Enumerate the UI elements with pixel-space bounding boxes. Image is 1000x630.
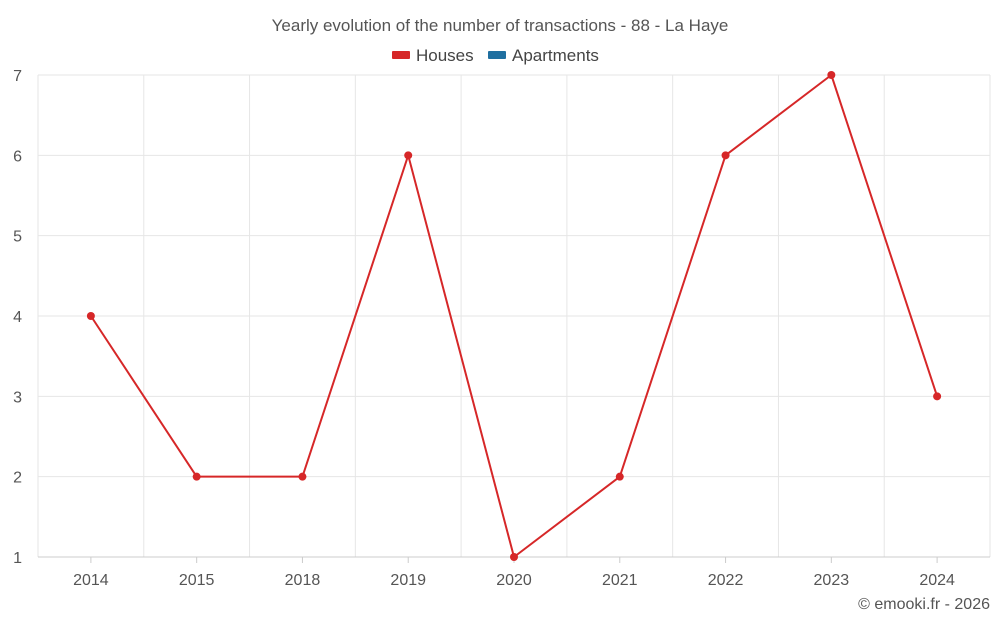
x-tick-label: 2014: [73, 572, 109, 589]
legend-item-apartments[interactable]: Apartments: [488, 46, 599, 65]
x-tick-label: 2019: [390, 572, 426, 589]
data-point-houses-2014[interactable]: [86, 312, 95, 320]
data-point-houses-2021[interactable]: [615, 472, 624, 481]
y-tick-label: 1: [13, 550, 22, 567]
axes: 1 2 3 4 5 6 7 2014 2015 2018 2019 2020 2021 2022 2023 2…: [13, 68, 990, 589]
x-tick-label: 2015: [179, 572, 215, 589]
data-point-houses-2018[interactable]: [298, 472, 307, 481]
y-tick-label: 5: [13, 229, 22, 246]
legend-swatch-apartments: [488, 51, 506, 59]
chart-title: Yearly evolution of the number of transa…: [272, 16, 729, 35]
y-tick-label: 6: [13, 148, 22, 165]
x-tick-label: 2023: [814, 572, 850, 589]
legend-label-houses: Houses: [416, 46, 474, 65]
data-point-houses-2019[interactable]: [404, 151, 413, 160]
x-tick-label: 2020: [496, 572, 532, 589]
legend-item-houses[interactable]: Houses: [392, 46, 474, 65]
data-point-houses-2024[interactable]: [933, 392, 942, 401]
y-tick-label: 7: [13, 68, 22, 85]
series-houses: [86, 71, 942, 561]
x-tick-label: 2024: [919, 572, 955, 589]
x-tick-label: 2018: [285, 572, 321, 589]
y-tick-label: 2: [13, 470, 22, 487]
legend-swatch-houses: [392, 51, 410, 59]
x-tick-label: 2021: [602, 572, 638, 589]
data-point-houses-2015[interactable]: [192, 472, 201, 481]
data-point-houses-2020[interactable]: [510, 553, 518, 561]
x-tick-label: 2022: [708, 572, 744, 589]
y-tick-label: 3: [13, 389, 22, 406]
grid: [37, 74, 991, 557]
legend: Houses Apartments: [392, 46, 599, 65]
y-tick-label: 4: [13, 309, 22, 326]
credit-text: © emooki.fr - 2026: [858, 596, 990, 613]
data-point-houses-2023[interactable]: [827, 71, 836, 79]
legend-label-apartments: Apartments: [512, 46, 599, 65]
data-point-houses-2022[interactable]: [721, 151, 730, 160]
